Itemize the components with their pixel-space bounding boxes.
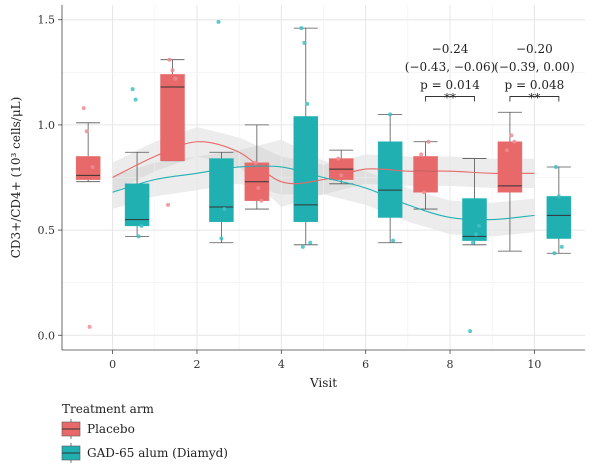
data-point-placebo	[427, 140, 431, 144]
data-point-placebo	[419, 152, 423, 156]
data-point-diamyd	[299, 26, 303, 30]
annotation-text: (−0.43, −0.06)	[405, 60, 496, 74]
data-point-placebo	[512, 140, 516, 144]
box-placebo-visit-8	[414, 156, 438, 192]
x-tick-label: 10	[527, 358, 541, 371]
annotation-text: −0.24	[432, 42, 469, 56]
data-point-diamyd	[552, 251, 556, 255]
y-axis-title: CD3+/CD4+ (10³ cells/μL)	[9, 97, 23, 259]
data-point-placebo	[173, 77, 177, 81]
data-point-diamyd	[477, 224, 481, 228]
data-point-placebo	[422, 190, 426, 194]
data-point-placebo	[256, 186, 260, 190]
box-diamyd-visit-4	[294, 116, 318, 221]
data-point-placebo	[339, 173, 343, 177]
data-point-placebo	[171, 68, 175, 72]
data-point-diamyd	[302, 41, 306, 45]
data-point-placebo	[253, 161, 257, 165]
data-point-placebo	[82, 106, 86, 110]
box-placebo-visit-10	[498, 142, 522, 192]
data-point-placebo	[168, 58, 172, 62]
data-point-diamyd	[216, 20, 220, 24]
data-point-diamyd	[388, 112, 392, 116]
x-tick-label: 4	[278, 358, 285, 371]
legend-item-placebo: Placebo	[62, 419, 135, 439]
x-tick-label: 6	[362, 358, 369, 371]
annotation-text: **	[444, 91, 456, 105]
x-tick-label: 8	[447, 358, 454, 371]
legend-label-diamyd: GAD-65 alum (Diamyd)	[87, 446, 228, 460]
data-point-diamyd	[554, 165, 558, 169]
data-point-placebo	[336, 157, 340, 161]
legend-item-diamyd: GAD-65 alum (Diamyd)	[62, 443, 228, 463]
data-point-diamyd	[222, 207, 226, 211]
y-tick-label: 0.0	[38, 329, 56, 342]
data-point-diamyd	[219, 237, 223, 241]
data-point-diamyd	[471, 241, 475, 245]
boxplot-chart: −0.24(−0.43, −0.06)p = 0.014**−0.20(−0.3…	[0, 0, 600, 464]
significance-annotations: −0.24(−0.43, −0.06)p = 0.014**−0.20(−0.3…	[405, 42, 575, 105]
box-diamyd-visit-6	[378, 142, 402, 218]
data-point-diamyd	[391, 239, 395, 243]
y-tick-label: 1.0	[38, 119, 56, 132]
data-point-diamyd	[134, 98, 138, 102]
legend: Treatment arm Placebo GAD-65 alum (Diamy…	[62, 402, 228, 463]
x-tick-label: 2	[193, 358, 200, 371]
data-point-placebo	[505, 148, 509, 152]
data-point-diamyd	[131, 87, 135, 91]
data-point-diamyd	[557, 194, 561, 198]
legend-title: Treatment arm	[62, 402, 155, 416]
legend-label-placebo: Placebo	[87, 422, 135, 436]
data-point-placebo	[509, 133, 513, 137]
data-point-diamyd	[301, 245, 305, 249]
annotation-text: **	[528, 91, 540, 105]
data-point-diamyd	[308, 241, 312, 245]
data-point-diamyd	[305, 102, 309, 106]
annotation-text: p = 0.014	[420, 78, 480, 92]
box-diamyd-visit-10	[547, 196, 571, 238]
box-placebo-visit-0	[76, 156, 100, 179]
data-point-placebo	[166, 203, 170, 207]
data-point-diamyd	[474, 232, 478, 236]
annotation-text: −0.20	[516, 42, 553, 56]
data-point-diamyd	[140, 224, 144, 228]
data-point-placebo	[85, 129, 89, 133]
data-point-diamyd	[560, 245, 564, 249]
data-point-placebo	[88, 325, 92, 329]
annotation-text: p = 0.048	[505, 78, 565, 92]
data-point-placebo	[91, 165, 95, 169]
y-tick-label: 1.5	[38, 14, 56, 27]
y-tick-label: 0.5	[38, 224, 56, 237]
data-point-diamyd	[468, 329, 472, 333]
x-tick-label: 0	[109, 358, 116, 371]
data-point-placebo	[259, 199, 263, 203]
data-point-diamyd	[137, 234, 141, 238]
x-axis-title: Visit	[309, 376, 337, 390]
annotation-text: (−0.39, 0.00)	[494, 60, 574, 74]
